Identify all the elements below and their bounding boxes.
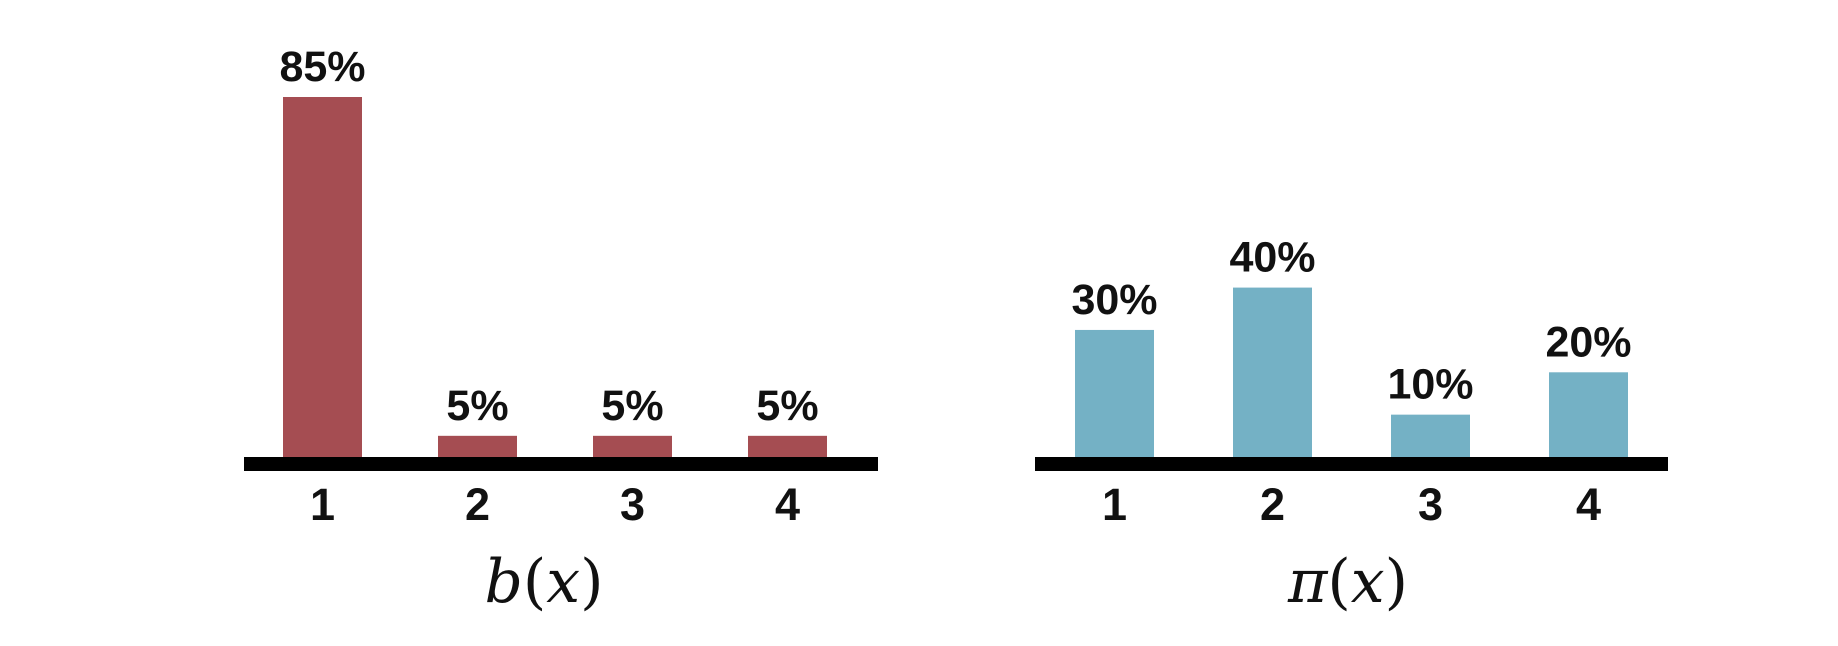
tick-label: 1 bbox=[310, 479, 335, 530]
tick-label: 1 bbox=[1102, 479, 1127, 530]
bar-2 bbox=[438, 435, 517, 457]
bar-4 bbox=[1549, 372, 1628, 457]
x-axis-line bbox=[244, 457, 878, 471]
tick-label: 4 bbox=[775, 479, 800, 530]
bar-1 bbox=[283, 97, 362, 457]
tick-label: 2 bbox=[1260, 479, 1285, 530]
tick-label: 2 bbox=[465, 479, 490, 530]
value-label: 40% bbox=[1229, 234, 1315, 282]
bar-3 bbox=[1391, 414, 1470, 457]
value-label: 10% bbox=[1387, 361, 1473, 409]
bar-1 bbox=[1075, 329, 1154, 457]
value-label: 20% bbox=[1545, 318, 1631, 366]
tick-label: 4 bbox=[1576, 479, 1601, 530]
x-axis-label: π(x) bbox=[1287, 547, 1408, 617]
bar-2 bbox=[1233, 287, 1312, 457]
value-label: 30% bbox=[1071, 276, 1157, 324]
bar-4 bbox=[748, 435, 827, 457]
value-label: 5% bbox=[446, 382, 508, 430]
tick-label: 3 bbox=[620, 479, 645, 530]
value-label: 85% bbox=[279, 43, 365, 91]
chart-b: 85% 1 5% 2 5% 3 5% 4 b(x) bbox=[244, 43, 878, 617]
chart-pi: 30% 1 40% 2 10% 3 20% 4 π(x) bbox=[1035, 234, 1668, 617]
bar-3 bbox=[593, 435, 672, 457]
value-label: 5% bbox=[756, 382, 818, 430]
x-axis-label: b(x) bbox=[484, 547, 603, 617]
value-label: 5% bbox=[601, 382, 663, 430]
x-axis-line bbox=[1035, 457, 1668, 471]
tick-label: 3 bbox=[1418, 479, 1443, 530]
